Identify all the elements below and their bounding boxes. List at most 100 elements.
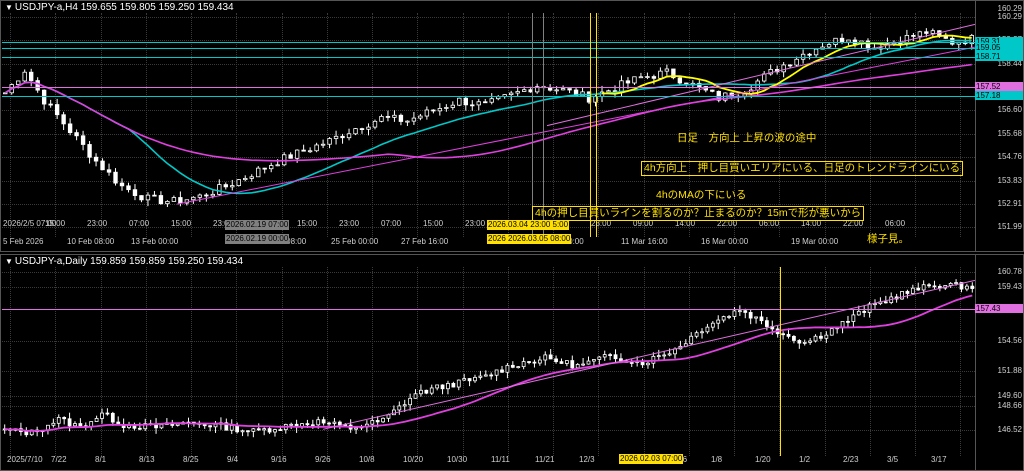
- price-tag: 157.52: [975, 82, 1023, 92]
- chart-title-daily: ▼ USDJPY-a,Daily 159.859 159.859 159.250 …: [5, 256, 244, 267]
- gridline-vertical: [870, 13, 871, 237]
- x-axis-tick-top: 23:00: [591, 219, 612, 228]
- x-axis-tick-top: 23:00: [339, 219, 360, 228]
- gridline-vertical: [372, 13, 373, 237]
- x-axis-tick-bottom: 5 Feb 2026: [3, 237, 44, 246]
- y-axis-daily[interactable]: 160.78 159.43 157.43 154.56 151.88 149.60148.…: [975, 255, 1023, 470]
- y-axis-tick-label: 155.68: [997, 128, 1022, 138]
- price-level-line: [2, 95, 975, 97]
- price-tag: 159.05: [975, 43, 1023, 53]
- daily-series-canvas: [2, 279, 975, 438]
- x-axis-tick-daily: 11/21: [535, 455, 555, 464]
- gridline-horizontal: [2, 406, 975, 408]
- y-axis-tick-label: 154.76: [997, 152, 1022, 162]
- date-marker-badge: 2026.02.19 00:00: [225, 234, 290, 244]
- x-axis-tick-daily: 9/4: [227, 455, 239, 464]
- gridline-vertical: [282, 13, 283, 237]
- chart-panel-daily[interactable]: ▼ USDJPY-a,Daily 159.859 159.859 159.250 …: [0, 254, 1024, 471]
- gridline-horizontal: [2, 157, 975, 159]
- price-tag: 158.71: [975, 52, 1023, 62]
- x-axis-tick-top: 06:00: [885, 219, 906, 228]
- x-axis-tick-daily: 8/13: [139, 455, 155, 464]
- gridline-vertical: [236, 267, 237, 456]
- vertical-marker-line: [532, 13, 533, 237]
- gridline-vertical: [282, 267, 283, 456]
- chart-annotation: 4hの押し目買いラインを割るのか？止まるのか？15mで形が悪いから: [532, 206, 865, 221]
- gridline-horizontal: [2, 340, 975, 342]
- chart-annotation: 日足 方向上 上昇の波の途中: [677, 132, 817, 144]
- gridline-vertical: [960, 267, 961, 456]
- h4-series-canvas: [3, 23, 975, 207]
- gridline-vertical: [779, 267, 780, 456]
- y-axis-tick-label: 146.52: [997, 425, 1022, 435]
- gridline-vertical: [191, 13, 192, 237]
- y-axis-top-label: 160.29: [997, 4, 1022, 13]
- x-axis-tick-daily: 2/23: [843, 455, 859, 464]
- gridline-vertical: [327, 267, 328, 456]
- gridline-vertical: [825, 267, 826, 456]
- gridline-vertical: [734, 267, 735, 456]
- x-axis-tick-daily: 9/26: [315, 455, 331, 464]
- gridline-horizontal: [2, 271, 975, 273]
- gridline-vertical: [191, 267, 192, 456]
- gridline-horizontal: [2, 203, 975, 205]
- x-axis-tick-daily: 9/16: [271, 455, 287, 464]
- gridline-vertical: [508, 13, 509, 237]
- y-axis-tick-label: 151.99: [997, 222, 1022, 232]
- gridline-vertical: [870, 267, 871, 456]
- gridline-vertical: [553, 267, 554, 456]
- x-axis-tick-top: 07:00: [129, 219, 150, 228]
- chart-title-h4: ▼ USDJPY-a,H4 159.655 159.805 159.250 159…: [5, 2, 234, 13]
- y-axis-h4[interactable]: 160.29159.37158.44157.52156.60155.68154.…: [975, 1, 1023, 251]
- y-axis-tick-label: 156.60: [997, 105, 1022, 115]
- chart-annotation: 4h方向上 押し目買いエリアにいる、日足のトレンドラインにいる: [641, 161, 964, 176]
- gridline-horizontal: [2, 17, 975, 19]
- collapse-arrow-icon[interactable]: ▼: [5, 3, 13, 12]
- x-axis-tick-daily: 7/22: [51, 455, 67, 464]
- gridline-vertical: [508, 267, 509, 456]
- gridline-vertical: [417, 13, 418, 237]
- price-level-line-daily: [2, 308, 975, 310]
- vertical-marker-line: [596, 13, 597, 237]
- gridline-vertical: [101, 267, 102, 456]
- gridline-vertical: [463, 13, 464, 237]
- x-axis-tick-top: 23:00: [87, 219, 108, 228]
- gridline-horizontal: [2, 110, 975, 112]
- x-axis-tick-daily: 3/5: [887, 455, 899, 464]
- gridline-vertical: [644, 13, 645, 237]
- x-axis-tick-daily: 1/8: [711, 455, 723, 464]
- plot-area-h4[interactable]: [2, 13, 975, 237]
- x-axis-tick-bottom: 25 Feb 00:00: [331, 237, 379, 246]
- gridline-vertical: [55, 267, 56, 456]
- gridline-vertical: [146, 267, 147, 456]
- x-axis-tick-top: 23:00: [213, 219, 234, 228]
- x-axis-tick-top: 06:00: [759, 219, 780, 228]
- x-axis-tick-bottom: 27 Feb 16:00: [401, 237, 449, 246]
- price-tag: 157.18: [975, 90, 1023, 100]
- gridline-vertical: [915, 13, 916, 237]
- x-axis-tick-top: 2026/2/5 07:00: [3, 219, 57, 228]
- y-axis-tick-label: 148.66: [997, 401, 1022, 411]
- y-axis-tick-label: 154.56: [997, 335, 1022, 345]
- chart-panel-h4[interactable]: ▼ USDJPY-a,H4 159.655 159.805 159.250 159…: [0, 0, 1024, 252]
- plot-area-daily[interactable]: [2, 267, 975, 456]
- x-axis-tick-daily: 12/3: [579, 455, 595, 464]
- date-marker-badge: 2026.02.19 07:00: [225, 220, 290, 230]
- x-axis-tick-top: 15:00: [45, 219, 66, 228]
- x-axis-tick-daily: 10/8: [359, 455, 375, 464]
- y-axis-tick-label: 160.78: [997, 266, 1022, 276]
- collapse-arrow-icon-daily[interactable]: ▼: [5, 257, 13, 266]
- x-axis-tick-top: 14:00: [675, 219, 696, 228]
- x-axis-tick-bottom: 16 Mar 00:00: [701, 237, 749, 246]
- x-axis-tick-top: 15:00: [171, 219, 192, 228]
- x-axis-tick-top: 07:00: [381, 219, 402, 228]
- x-axis-tick-top: 22:00: [843, 219, 864, 228]
- gridline-vertical: [734, 13, 735, 237]
- x-axis-labels-daily: 2025/7/10 7/22 8/1 8/13 8/25 9/4 9/16 9/26 10/8 1…: [1, 455, 975, 466]
- x-axis-tick-daily: 10/30: [447, 455, 468, 464]
- x-axis-tick-daily: 2025/7/10: [7, 455, 43, 464]
- x-axis-tick-daily: 1/20: [755, 455, 771, 464]
- x-axis-tick-bottom: 10 Feb 08:00: [67, 237, 115, 246]
- x-axis-tick-daily: 10/20: [403, 455, 424, 464]
- gridline-vertical: [689, 13, 690, 237]
